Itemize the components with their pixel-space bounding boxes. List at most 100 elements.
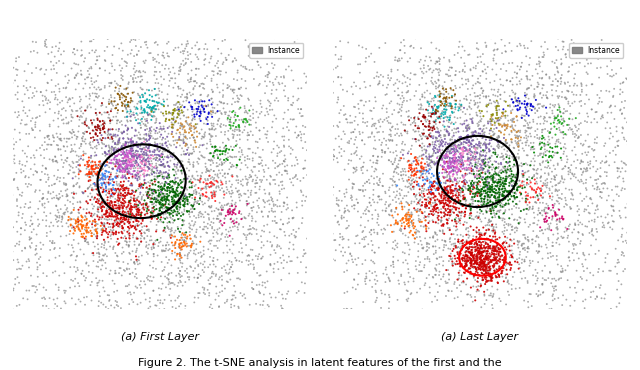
Point — [463, 250, 474, 256]
Point — [121, 163, 131, 169]
Point — [81, 222, 92, 228]
Point — [160, 191, 170, 197]
Point — [209, 189, 220, 195]
Point — [522, 176, 532, 182]
Point — [369, 243, 380, 249]
Point — [368, 192, 378, 198]
Point — [141, 239, 152, 245]
Point — [490, 149, 500, 155]
Point — [420, 114, 430, 120]
Point — [487, 184, 497, 189]
Point — [151, 142, 161, 148]
Point — [528, 156, 538, 162]
Point — [482, 278, 492, 284]
Point — [295, 235, 305, 241]
Point — [525, 162, 535, 168]
Point — [163, 171, 173, 176]
Point — [444, 169, 454, 175]
Point — [269, 112, 280, 118]
Point — [93, 169, 104, 175]
Point — [461, 262, 472, 268]
Point — [305, 147, 315, 153]
Point — [375, 124, 385, 130]
Point — [180, 198, 191, 204]
Point — [504, 159, 515, 165]
Point — [314, 54, 324, 60]
Point — [358, 187, 368, 193]
Point — [472, 112, 482, 118]
Point — [150, 196, 161, 202]
Point — [534, 81, 544, 87]
Point — [428, 206, 438, 212]
Point — [360, 26, 370, 32]
Point — [445, 155, 455, 161]
Point — [403, 223, 413, 229]
Point — [503, 289, 513, 295]
Point — [154, 200, 164, 206]
Point — [72, 253, 82, 259]
Point — [490, 166, 500, 172]
Point — [575, 160, 586, 166]
Point — [113, 107, 123, 113]
Point — [507, 223, 517, 229]
Point — [397, 221, 407, 226]
Point — [468, 184, 479, 189]
Point — [118, 166, 129, 172]
Point — [433, 171, 443, 177]
Point — [170, 216, 180, 222]
Point — [428, 236, 438, 242]
Point — [255, 154, 266, 160]
Point — [442, 212, 452, 218]
Point — [95, 202, 106, 208]
Point — [440, 95, 451, 101]
Point — [381, 162, 391, 168]
Point — [456, 189, 467, 195]
Point — [430, 109, 440, 115]
Point — [486, 118, 497, 124]
Point — [450, 175, 460, 181]
Point — [452, 251, 463, 257]
Point — [596, 114, 607, 120]
Point — [25, 204, 35, 210]
Point — [408, 186, 419, 192]
Point — [451, 207, 461, 213]
Point — [458, 237, 468, 243]
Point — [136, 165, 147, 171]
Point — [326, 253, 336, 259]
Point — [160, 169, 170, 175]
Point — [420, 214, 431, 220]
Point — [476, 202, 486, 208]
Point — [90, 124, 100, 130]
Point — [267, 206, 277, 212]
Point — [490, 309, 500, 314]
Point — [448, 171, 458, 177]
Point — [94, 254, 104, 260]
Point — [226, 115, 236, 121]
Point — [60, 202, 70, 208]
Point — [351, 233, 361, 239]
Point — [130, 141, 140, 147]
Point — [467, 251, 477, 257]
Point — [116, 230, 127, 236]
Point — [176, 213, 186, 219]
Point — [410, 235, 420, 241]
Point — [89, 137, 99, 143]
Point — [131, 141, 141, 147]
Point — [419, 152, 429, 158]
Point — [586, 307, 596, 313]
Point — [209, 168, 219, 174]
Point — [60, 136, 70, 142]
Point — [28, 172, 38, 178]
Point — [246, 174, 256, 179]
Point — [557, 196, 567, 202]
Point — [280, 139, 291, 145]
Point — [299, 190, 309, 196]
Point — [6, 112, 16, 118]
Point — [403, 158, 413, 164]
Point — [482, 104, 492, 110]
Point — [465, 269, 476, 275]
Point — [538, 290, 548, 296]
Point — [116, 186, 126, 192]
Point — [120, 98, 130, 104]
Point — [260, 131, 271, 137]
